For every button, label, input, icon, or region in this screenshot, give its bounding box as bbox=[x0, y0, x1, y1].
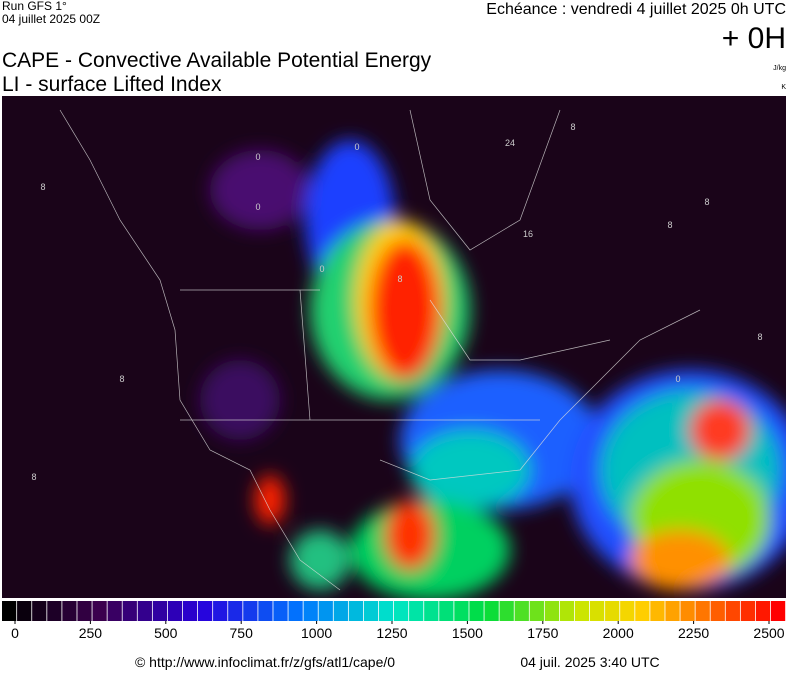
colorbar-swatch bbox=[258, 601, 273, 621]
colorbar-swatch bbox=[680, 601, 695, 621]
colorbar-swatch bbox=[167, 601, 183, 621]
colorbar-tick-label: 2500 bbox=[753, 625, 784, 641]
colorbar-swatch bbox=[228, 601, 243, 621]
unit-li: K bbox=[781, 84, 786, 91]
colorbar-swatch bbox=[770, 601, 786, 621]
contour-label: 0 bbox=[255, 202, 260, 212]
colorbar-swatch bbox=[333, 601, 348, 621]
colorbar: 0 250 500 750 1000 1250 1500 1750 2000 2250 2500 bbox=[2, 601, 786, 641]
colorbar-swatch bbox=[695, 601, 710, 621]
contour-label: 8 bbox=[119, 374, 124, 384]
subtitle: LI - surface Lifted Index bbox=[2, 73, 222, 96]
colorbar-swatch bbox=[2, 601, 17, 621]
colorbar-swatch bbox=[198, 601, 213, 621]
colorbar-swatch bbox=[77, 601, 92, 621]
colorbar-swatch bbox=[32, 601, 47, 621]
colorbar-swatch bbox=[303, 601, 318, 621]
colorbar-tick-label: 1750 bbox=[527, 625, 558, 641]
run-label: Run GFS 1° bbox=[2, 0, 67, 13]
contour-labels: 0 0 0 0 8 8 8 24 16 8 8 8 8 8 0 bbox=[31, 122, 762, 482]
colorbar-tick-label: 1250 bbox=[376, 625, 407, 641]
colorbar-swatch bbox=[574, 601, 590, 621]
colorbar-swatch bbox=[92, 601, 107, 621]
contour-label: 16 bbox=[523, 229, 533, 239]
colorbar-tick-label: 1500 bbox=[452, 625, 483, 641]
valid-time: Echéance : vendredi 4 juillet 2025 0h UT… bbox=[486, 1, 786, 18]
colorbar-swatch bbox=[409, 601, 424, 621]
colorbar-swatch bbox=[665, 601, 680, 621]
colorbar-swatch bbox=[122, 601, 137, 621]
colorbar-swatch bbox=[484, 601, 499, 621]
colorbar-swatch bbox=[590, 601, 605, 621]
colorbar-swatch bbox=[243, 601, 258, 621]
colorbar-tick-label: 500 bbox=[154, 625, 178, 641]
contour-label: 8 bbox=[570, 122, 575, 132]
colorbar-swatch bbox=[273, 601, 288, 621]
colorbar-swatch bbox=[740, 601, 756, 621]
colorbar-swatch bbox=[152, 601, 168, 621]
coastlines bbox=[59, 109, 701, 591]
colorbar-swatch bbox=[469, 601, 484, 621]
contour-label: 0 bbox=[675, 374, 680, 384]
colorbar-tick-label: 750 bbox=[230, 625, 254, 641]
unit-cape: J/kg bbox=[773, 65, 786, 72]
cape-field bbox=[200, 140, 786, 598]
colorbar-swatch bbox=[755, 601, 771, 621]
contour-label: 0 bbox=[255, 152, 260, 162]
run-date: 04 juillet 2025 00Z bbox=[2, 12, 100, 26]
colorbar-swatch bbox=[725, 601, 740, 621]
colorbar-swatch bbox=[107, 601, 122, 621]
colorbar-swatch bbox=[650, 601, 665, 621]
colorbar-swatch bbox=[439, 601, 454, 621]
colorbar-swatch bbox=[62, 601, 77, 621]
source: © http://www.infoclimat.fr/z/gfs/atl1/ca… bbox=[135, 654, 395, 670]
colorbar-tick-label: 2000 bbox=[603, 625, 634, 641]
colorbar-swatch bbox=[182, 601, 198, 621]
colorbar-swatch bbox=[17, 601, 32, 621]
colorbar-swatch bbox=[635, 601, 650, 621]
contour-label: 8 bbox=[31, 472, 36, 482]
colorbar-swatch bbox=[348, 601, 364, 621]
colorbar-swatch bbox=[559, 601, 575, 621]
colorbar-tick-label: 250 bbox=[79, 625, 103, 641]
generated: 04 juil. 2025 3:40 UTC bbox=[520, 654, 659, 670]
colorbar-tick-label: 1000 bbox=[301, 625, 332, 641]
colorbar-swatch bbox=[710, 601, 725, 621]
colorbar-tick-label: 2250 bbox=[678, 625, 709, 641]
colorbar-swatch bbox=[605, 601, 620, 621]
map: 0 0 0 0 8 8 8 24 16 8 8 8 8 8 0 bbox=[2, 96, 786, 598]
colorbar-swatch bbox=[394, 601, 409, 621]
colorbar-swatch bbox=[529, 601, 544, 621]
colorbar-swatch bbox=[288, 601, 303, 621]
colorbar-tick-label: 0 bbox=[11, 625, 19, 641]
colorbar-swatch bbox=[424, 601, 439, 621]
colorbar-swatch bbox=[213, 601, 228, 621]
contour-label: 8 bbox=[704, 197, 709, 207]
lead-time: + 0H bbox=[722, 22, 786, 55]
colorbar-swatch bbox=[514, 601, 529, 621]
title: CAPE - Convective Available Potential En… bbox=[2, 49, 432, 72]
colorbar-swatch bbox=[544, 601, 560, 621]
colorbar-swatch bbox=[454, 601, 469, 621]
contour-label: 8 bbox=[40, 182, 45, 192]
colorbar-swatch bbox=[499, 601, 514, 621]
contour-label: 24 bbox=[505, 138, 515, 148]
contour-label: 0 bbox=[319, 264, 324, 274]
colorbar-swatch bbox=[620, 601, 635, 621]
colorbar-swatch bbox=[47, 601, 62, 621]
contour-label: 8 bbox=[667, 220, 672, 230]
contour-label: 8 bbox=[397, 274, 402, 284]
colorbar-swatch bbox=[363, 601, 379, 621]
contour-label: 8 bbox=[757, 332, 762, 342]
contour-label: 0 bbox=[354, 142, 359, 152]
colorbar-swatch bbox=[378, 601, 394, 621]
colorbar-swatch bbox=[137, 601, 152, 621]
colorbar-swatch bbox=[318, 601, 333, 621]
